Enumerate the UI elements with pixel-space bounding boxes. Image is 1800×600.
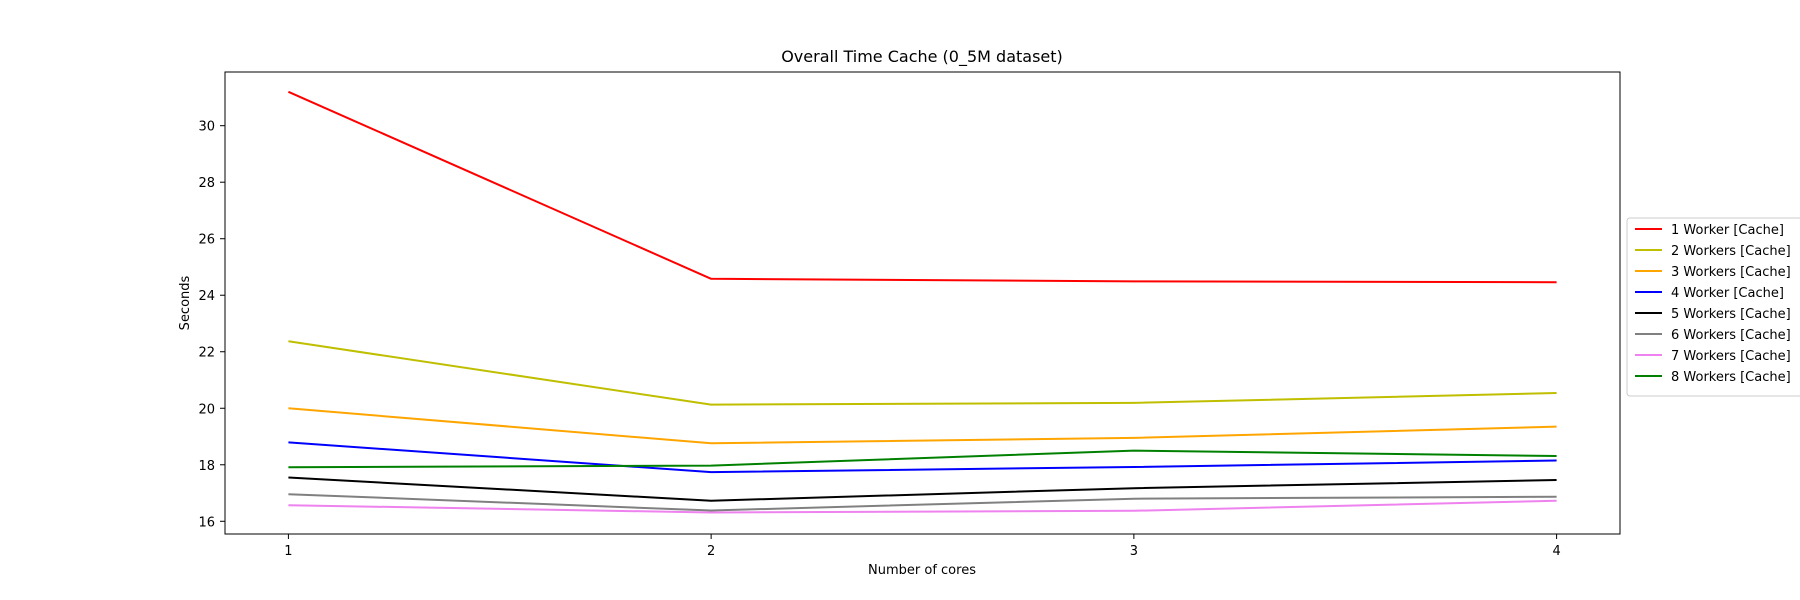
legend-entry-label: 3 Workers [Cache] [1671,265,1791,280]
series-line-1 [287,90,1557,284]
series-line-6 [288,493,1557,512]
legend-entry-label: 8 Workers [Cache] [1671,370,1791,385]
series-line-2 [288,340,1557,406]
series-line-5 [288,476,1557,502]
y-tick-label: 24 [198,289,215,304]
y-tick-label: 30 [198,120,215,135]
x-axis-ticks: 1 2 3 4 [284,534,1561,559]
y-tick-label: 26 [198,233,215,248]
plot-frame [224,71,1621,535]
series-line-4 [288,441,1557,474]
legend: 1 Worker [Cache] 2 Workers [Cache] 3 Worke… [1626,217,1800,397]
y-tick-label: 18 [198,459,215,474]
legend-entry-label: 1 Worker [Cache] [1671,223,1784,238]
y-axis-label: Seconds [178,275,193,330]
legend-box [1626,217,1800,397]
series-line-3 [288,407,1557,445]
x-tick-label: 2 [707,544,715,559]
legend-entry-label: 6 Workers [Cache] [1671,328,1791,343]
y-tick-label: 20 [198,402,215,417]
x-tick-label: 1 [284,544,292,559]
y-tick-label: 16 [198,515,215,530]
series-line-8 [288,449,1557,469]
x-axis-label: Number of cores [868,563,976,578]
x-tick-label: 3 [1130,544,1138,559]
legend-entry-label: 5 Workers [Cache] [1671,307,1791,322]
legend-entry-label: 2 Workers [Cache] [1671,244,1791,259]
y-axis-ticks: 16 18 20 22 24 26 28 30 [198,120,225,530]
x-tick-label: 4 [1552,544,1560,559]
series-lines [287,90,1557,514]
y-tick-label: 22 [198,346,215,361]
series-line-7 [288,499,1557,514]
y-tick-label: 28 [198,176,215,191]
chart-title: Overall Time Cache (0_5M dataset) [781,47,1063,67]
legend-entry-label: 7 Workers [Cache] [1671,349,1791,364]
legend-entry-label: 4 Worker [Cache] [1671,286,1784,301]
